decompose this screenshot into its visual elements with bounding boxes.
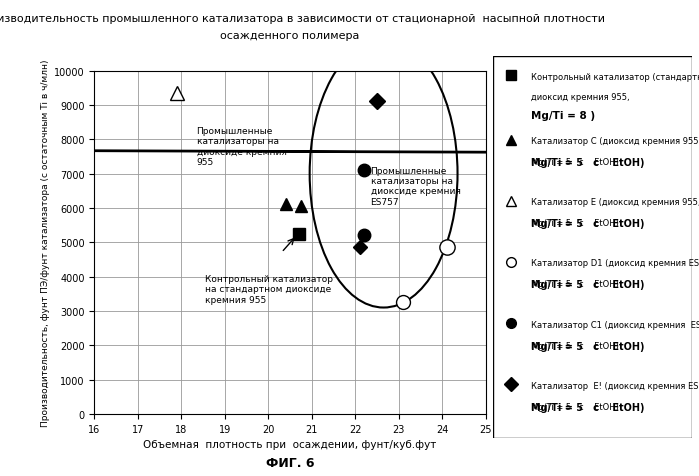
- Text: осажденного полимера: осажденного полимера: [220, 31, 360, 41]
- Text: Mg/Ti = 5   с    EtOH): Mg/Ti = 5 с EtOH): [531, 158, 644, 168]
- Text: ФИГ. 6: ФИГ. 6: [266, 456, 315, 469]
- Text: Катализатор C (диоксид кремния 955,: Катализатор C (диоксид кремния 955,: [531, 137, 699, 146]
- Text: Mg/Ti = 5   с    EtOH): Mg/Ti = 5 с EtOH): [531, 280, 619, 289]
- Text: Катализатор C1 (диоксид кремния  ES757,: Катализатор C1 (диоксид кремния ES757,: [531, 320, 699, 329]
- Text: Mg/Ti = 5   с    EtOH): Mg/Ti = 5 с EtOH): [531, 219, 644, 229]
- Text: Производительность промышленного катализатора в зависимости от стационарной  нас: Производительность промышленного катализ…: [0, 14, 605, 24]
- Text: Промышленные
катализаторы на
диоксиде кремния
955: Промышленные катализаторы на диоксиде кр…: [196, 127, 287, 167]
- Text: Контрольный катализатор (стандартный: Контрольный катализатор (стандартный: [531, 72, 699, 81]
- Text: Промышленные
катализаторы на
диоксиде кремния
ES757: Промышленные катализаторы на диоксиде кр…: [370, 166, 461, 206]
- Text: Контрольный катализатор
на стандартном диоксиде
кремния 955: Контрольный катализатор на стандартном д…: [206, 274, 333, 304]
- Text: Mg/Ti = 5   с    EtOH): Mg/Ti = 5 с EtOH): [531, 280, 644, 290]
- Text: Mg/Ti = 5   с    EtOH): Mg/Ti = 5 с EtOH): [531, 341, 619, 350]
- Text: Катализатор D1 (диоксид кремния ES757,: Катализатор D1 (диоксид кремния ES757,: [531, 259, 699, 268]
- Text: Mg/Ti = 5   с    EtOH): Mg/Ti = 5 с EtOH): [531, 402, 644, 412]
- Text: Катализатор  Е! (диоксид кремния ES757,: Катализатор Е! (диоксид кремния ES757,: [531, 381, 699, 390]
- Y-axis label: Производительность, фунт ПЭ/фунт катализатора (с остаточным Ti в ч/млн): Производительность, фунт ПЭ/фунт катализ…: [41, 60, 50, 426]
- X-axis label: Объемная  плотность при  осаждении, фунт/куб.фут: Объемная плотность при осаждении, фунт/к…: [143, 439, 437, 449]
- Text: Mg/Ti = 5   с    EtOH): Mg/Ti = 5 с EtOH): [531, 158, 619, 167]
- Text: Mg/Ti = 8 ): Mg/Ti = 8 ): [531, 110, 595, 120]
- Text: диоксид кремния 955,: диоксид кремния 955,: [531, 93, 629, 102]
- FancyBboxPatch shape: [493, 57, 692, 438]
- Text: Mg/Ti = 5   с    EtOH): Mg/Ti = 5 с EtOH): [531, 402, 619, 411]
- Text: Mg/Ti = 5   с    EtOH): Mg/Ti = 5 с EtOH): [531, 341, 644, 351]
- Text: Mg/Ti = 5   с    EtOH): Mg/Ti = 5 с EtOH): [531, 219, 619, 228]
- Text: Катализатор Е (диоксид кремния 955,: Катализатор Е (диоксид кремния 955,: [531, 198, 699, 207]
